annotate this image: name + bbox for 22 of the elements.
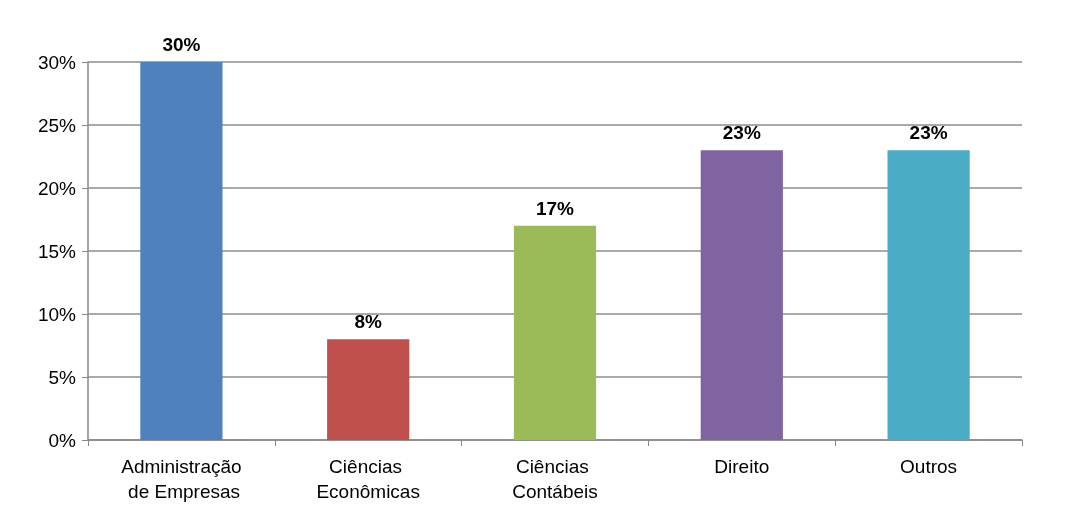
x-tick-label: Direito (714, 456, 770, 477)
data-label: 23% (722, 122, 761, 144)
data-label: 30% (162, 34, 201, 55)
bar (140, 62, 223, 440)
bar (887, 150, 970, 440)
x-tick-label: Administração de Empresas (121, 456, 242, 502)
data-label: 23% (909, 122, 948, 144)
y-tick-label: 5% (48, 366, 77, 388)
data-label: 8% (354, 311, 383, 333)
bar (513, 225, 597, 440)
x-tick-label: Ciências Contábeis (512, 456, 598, 502)
y-tick-label: 30% (37, 51, 77, 73)
y-tick-label: 20% (37, 177, 77, 199)
bar (700, 150, 783, 440)
y-tick-label: 0% (48, 429, 77, 451)
y-tick-label: 10% (37, 303, 77, 325)
bar (327, 339, 410, 440)
data-label: 17% (535, 197, 575, 219)
x-tick-label: Outros (900, 456, 958, 477)
y-tick-label: 15% (37, 240, 77, 262)
y-tick-label: 25% (37, 114, 77, 136)
x-tick-label: Ciências Econômicas (316, 456, 420, 502)
